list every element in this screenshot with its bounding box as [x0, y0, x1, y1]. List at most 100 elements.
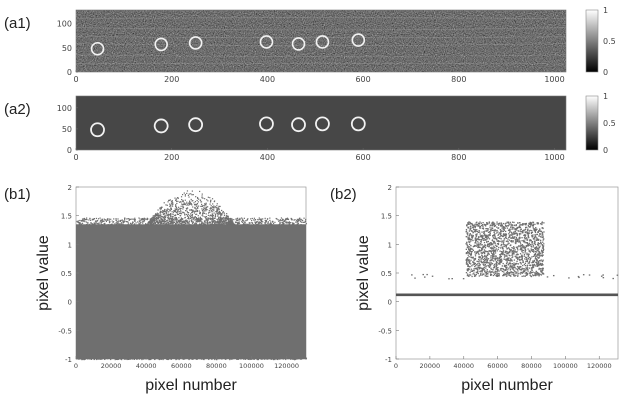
point [527, 244, 529, 246]
point [522, 249, 525, 252]
point [106, 218, 109, 220]
point [179, 208, 181, 210]
point [469, 261, 471, 263]
point [495, 265, 498, 268]
point [488, 244, 490, 246]
point [503, 256, 506, 258]
point [483, 264, 485, 266]
point [482, 267, 484, 270]
point [499, 256, 501, 258]
point [184, 213, 186, 215]
point [216, 209, 218, 211]
point [289, 222, 291, 224]
point [467, 250, 469, 253]
point [114, 223, 116, 225]
point [218, 208, 220, 211]
point [490, 244, 492, 246]
point [154, 222, 157, 225]
point [243, 220, 245, 222]
point [209, 197, 211, 199]
point [536, 251, 538, 253]
point [516, 234, 518, 237]
point [509, 272, 511, 275]
point [477, 237, 480, 239]
point [206, 222, 208, 224]
point [498, 240, 500, 243]
point [97, 223, 99, 225]
point [256, 224, 258, 226]
point [480, 258, 482, 260]
point [529, 225, 531, 228]
point [506, 275, 508, 277]
point [155, 213, 157, 215]
point [211, 198, 214, 200]
point [156, 217, 158, 220]
point [505, 233, 507, 236]
point [246, 357, 248, 360]
point [508, 239, 510, 241]
point [476, 244, 478, 246]
point [469, 265, 471, 268]
point [195, 219, 197, 221]
point [187, 213, 189, 215]
point [161, 216, 163, 218]
point [218, 220, 220, 222]
point [541, 221, 543, 223]
point [481, 248, 484, 250]
point [183, 223, 186, 226]
point [285, 358, 287, 361]
point [529, 264, 532, 267]
point [515, 256, 517, 258]
point [467, 237, 469, 239]
point [167, 208, 169, 210]
point [198, 218, 200, 221]
point [170, 219, 173, 221]
point [178, 220, 180, 222]
point [483, 269, 485, 271]
point [212, 217, 214, 219]
point [512, 250, 514, 252]
point [506, 248, 508, 250]
point [180, 223, 183, 225]
point [502, 230, 505, 233]
y-axis-label: pixel value [355, 235, 372, 311]
point [254, 218, 257, 221]
point [486, 222, 489, 224]
point [264, 217, 266, 219]
point [487, 258, 490, 260]
point [540, 260, 542, 262]
point [191, 220, 193, 222]
point [175, 199, 177, 201]
point [282, 358, 284, 360]
point [212, 214, 214, 216]
point [514, 230, 517, 233]
point [197, 219, 200, 221]
point [532, 266, 535, 268]
point [493, 234, 495, 236]
point [172, 213, 174, 215]
point [254, 221, 256, 223]
point [527, 234, 530, 236]
point [223, 219, 225, 222]
point [134, 218, 136, 221]
point [471, 275, 473, 278]
point [177, 213, 180, 215]
point [91, 223, 93, 225]
point [521, 275, 523, 278]
point [120, 358, 122, 360]
point [523, 223, 525, 225]
point [196, 218, 198, 220]
point [143, 220, 146, 222]
point [200, 223, 202, 225]
point [490, 271, 492, 273]
point [94, 358, 96, 360]
point [209, 222, 211, 224]
point [470, 256, 472, 259]
point [96, 220, 98, 222]
point [163, 220, 165, 222]
point [467, 265, 470, 268]
point [141, 218, 143, 221]
point [539, 228, 541, 230]
point [157, 214, 159, 217]
point [512, 265, 514, 267]
